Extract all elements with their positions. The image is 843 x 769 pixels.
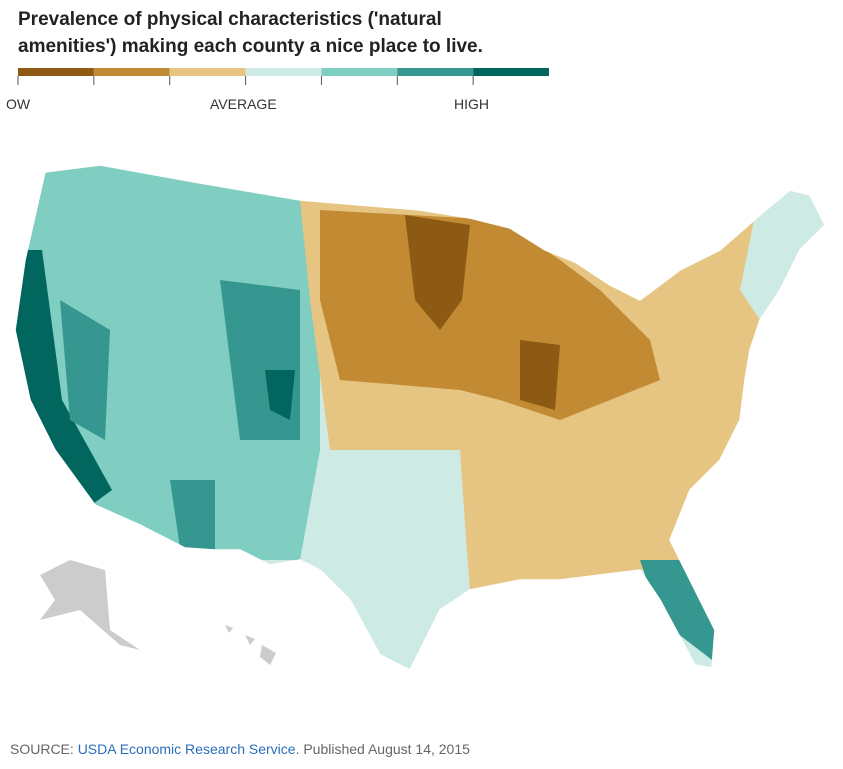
- source-link[interactable]: USDA Economic Research Service: [77, 741, 296, 757]
- region: [15, 250, 112, 512]
- source-suffix: . Published August 14, 2015: [295, 741, 470, 757]
- legend-swatch: [93, 68, 170, 76]
- region: [170, 480, 215, 555]
- region: [740, 190, 825, 320]
- region: [640, 560, 725, 670]
- hawaii: [225, 625, 276, 665]
- source-prefix: SOURCE:: [10, 741, 74, 757]
- alaska: [40, 560, 140, 650]
- legend-swatch: [473, 68, 549, 76]
- title-line: Prevalence of physical characteristics (…: [18, 9, 442, 30]
- county-regions: [15, 165, 825, 670]
- region: [265, 370, 295, 420]
- legend-label: AVERAGE: [210, 96, 277, 112]
- legend-swatch: [321, 68, 398, 76]
- region: [520, 340, 560, 410]
- title-line: amenities') making each county a nice pl…: [18, 36, 483, 57]
- legend-swatch: [245, 68, 322, 76]
- legend-swatch: [397, 68, 474, 76]
- region: [60, 300, 110, 440]
- legend-label: OW: [6, 96, 31, 112]
- region: [405, 215, 470, 330]
- legend-swatch: [18, 68, 94, 76]
- region: [320, 210, 660, 420]
- source: SOURCE: USDA Economic Research Service. …: [10, 741, 470, 757]
- legend-swatch: [169, 68, 246, 76]
- region: [320, 450, 470, 670]
- title: Prevalence of physical characteristics (…: [18, 6, 483, 60]
- legend-label: HIGH: [454, 96, 489, 112]
